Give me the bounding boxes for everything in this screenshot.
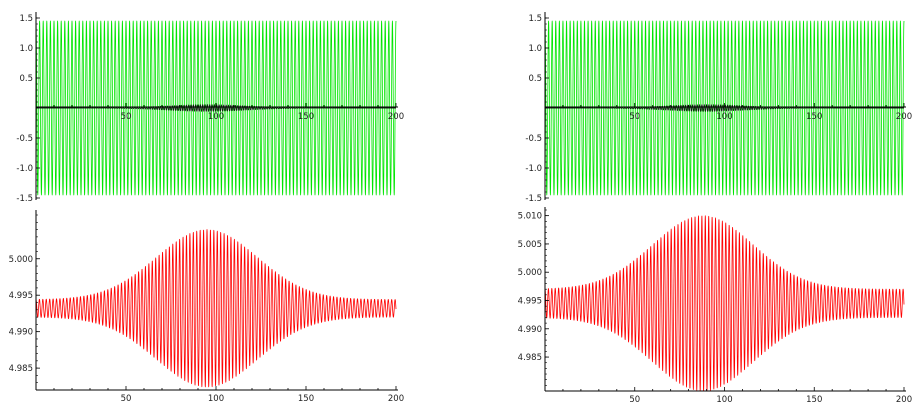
- x-tick-label: 200: [388, 394, 404, 403]
- y-tick-label: -1.0: [16, 164, 33, 174]
- series-line-1: [544, 20, 905, 196]
- y-tick-label: -1.0: [525, 164, 542, 174]
- y-tick-label: -1.5: [525, 194, 542, 204]
- y-tick-label: 4.985: [9, 364, 33, 374]
- x-tick-label: 50: [629, 112, 640, 122]
- series-line-1: [35, 20, 397, 196]
- series-line-2: [544, 104, 905, 112]
- y-tick-label: 4.990: [9, 328, 33, 338]
- x-tick-label: 50: [121, 394, 132, 403]
- y-tick-label: 4.985: [518, 353, 542, 363]
- y-tick-label: -0.5: [525, 134, 542, 144]
- x-tick-label: 150: [298, 112, 314, 122]
- y-tick-label: 1.5: [19, 14, 33, 24]
- y-tick-label: -1.5: [16, 194, 33, 204]
- y-tick-label: 5.010: [518, 212, 542, 222]
- x-tick-label: 100: [716, 112, 732, 122]
- series-line-1: [35, 229, 397, 388]
- chart-panel-1: 50 100 150 200 1.5 1.0 0.5 -0.5 -1.0 -1.5: [16, 12, 404, 204]
- x-tick-label: 150: [298, 394, 314, 403]
- x-tick-label: 50: [629, 395, 640, 403]
- y-tick-label: -0.5: [16, 134, 33, 144]
- chart-panel-2: 50 100 150 200 5.000 4.995 4.990 4.985: [9, 210, 404, 403]
- y-tick-label: 0.5: [528, 74, 542, 84]
- y-tick-label: 4.995: [518, 297, 542, 307]
- x-tick-label: 50: [121, 112, 132, 122]
- x-tick-label: 200: [388, 112, 404, 122]
- y-tick-label: 5.000: [9, 255, 33, 265]
- y-tick-label: 5.005: [518, 240, 542, 250]
- x-tick-label: 100: [208, 112, 224, 122]
- x-tick-label: 100: [716, 395, 732, 403]
- y-tick-label: 5.000: [518, 268, 542, 278]
- x-tick-label: 200: [896, 112, 912, 122]
- series-line-2: [35, 104, 397, 112]
- x-tick-label: 150: [806, 112, 822, 122]
- y-tick-label: 4.990: [518, 325, 542, 335]
- series-line-1: [544, 215, 905, 392]
- y-tick-label: 1.5: [528, 14, 542, 24]
- x-tick-label: 100: [208, 394, 224, 403]
- chart-panel-3: 50 100 150 200 1.5 1.0 0.5 -0.5 -1.0 -1.5: [525, 12, 912, 204]
- y-tick-label: 0.5: [19, 74, 33, 84]
- chart-panel-4: 50 100 150 200 5.010 5.005 5.000 4.995 4.990 4.98…: [518, 207, 912, 403]
- x-tick-label: 150: [806, 395, 822, 403]
- y-tick-label: 4.995: [9, 291, 33, 301]
- y-tick-label: 1.0: [528, 44, 542, 54]
- x-tick-label: 200: [896, 395, 912, 403]
- y-tick-label: 1.0: [19, 44, 33, 54]
